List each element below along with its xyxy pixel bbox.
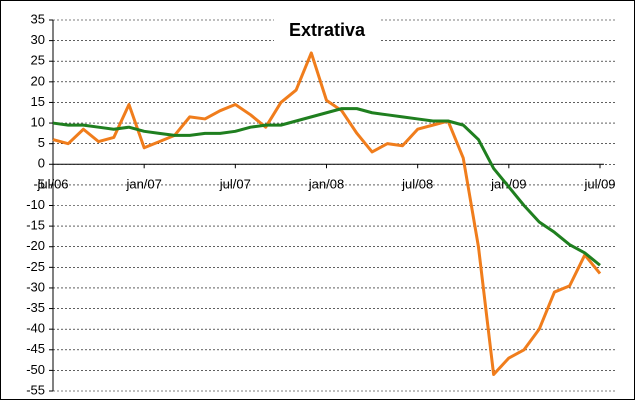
y-tick-label: 5	[38, 135, 45, 150]
y-tick-label: 0	[38, 156, 45, 171]
x-tick-label: jan/07	[125, 177, 161, 192]
x-tick-label: jul/09	[583, 177, 615, 192]
y-tick-label: 35	[31, 11, 45, 26]
y-tick-label: 10	[31, 114, 45, 129]
y-tick-label: -15	[26, 218, 45, 233]
x-tick-label: jul/08	[401, 177, 433, 192]
y-tick-label: -55	[26, 382, 45, 397]
title-box	[274, 17, 380, 43]
x-tick-label: jan/08	[308, 177, 344, 192]
y-tick-label: -50	[26, 362, 45, 377]
y-tick-label: -25	[26, 259, 45, 274]
y-tick-label: -5	[33, 176, 45, 191]
x-tick-label: jul/07	[219, 177, 251, 192]
y-tick-label: 25	[31, 53, 45, 68]
chart-title: Extrativa	[289, 20, 366, 40]
series-line	[52, 51, 602, 377]
y-tick-label: -30	[26, 279, 45, 294]
y-tick-label: 30	[31, 32, 45, 47]
y-tick-label: 15	[31, 94, 45, 109]
y-tick-label: -35	[26, 300, 45, 315]
y-tick-label: -40	[26, 321, 45, 336]
y-tick-label: -10	[26, 197, 45, 212]
x-tick-label: jul/06	[36, 177, 68, 192]
series-line	[52, 107, 601, 267]
y-tick-label: -20	[26, 238, 45, 253]
y-tick-label: -45	[26, 341, 45, 356]
y-tick-label: 20	[31, 73, 45, 88]
plot-area: -55-50-45-40-35-30-25-20-15-10-505101520…	[26, 11, 615, 397]
